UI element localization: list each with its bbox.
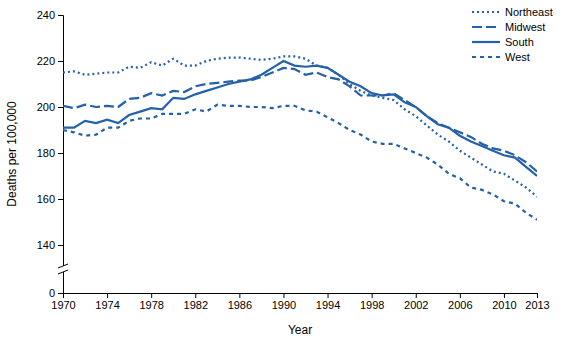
x-tick-label: 2010 <box>492 299 516 311</box>
x-tick-label: 1982 <box>184 299 208 311</box>
y-tick: 240 <box>37 9 63 21</box>
y-tick-label: 200 <box>37 101 55 113</box>
legend: Northeast Midwest South West <box>472 6 553 63</box>
x-axis: 1970 1974 1978 1982 1986 1990 1994 1998 2002 2006… <box>51 293 549 311</box>
x-tick: 2013 <box>525 293 549 311</box>
y-tick-mark <box>58 61 63 62</box>
x-tick-label: 1974 <box>95 299 119 311</box>
x-tick: 1986 <box>228 293 252 311</box>
plot-area <box>63 56 537 219</box>
y-tick: 160 <box>37 193 63 205</box>
legend-item: Northeast <box>472 6 553 18</box>
y-tick-mark <box>58 199 63 200</box>
x-tick-label: 1998 <box>360 299 384 311</box>
y-tick-label: 180 <box>37 147 55 159</box>
y-tick-label: 220 <box>37 55 55 67</box>
axis-break-gap <box>57 266 69 272</box>
y-axis: 0 140 160 180 200 220 240 <box>37 9 64 299</box>
legend-swatch <box>472 26 500 28</box>
series-line <box>63 56 537 196</box>
axis-break <box>57 264 69 274</box>
axis-break-line <box>58 270 68 274</box>
series-line <box>63 61 537 176</box>
x-tick-label: 1970 <box>51 299 75 311</box>
x-tick-label: 1990 <box>272 299 296 311</box>
y-tick-mark <box>58 153 63 154</box>
x-tick: 1978 <box>139 293 163 311</box>
y-axis-line <box>58 16 64 294</box>
y-tick-mark <box>58 15 63 16</box>
legend-label: West <box>505 51 530 63</box>
y-tick-mark <box>58 245 63 246</box>
x-tick-label: 1994 <box>316 299 340 311</box>
legend-label: Midwest <box>505 21 545 33</box>
axis-break-line <box>58 264 68 268</box>
x-tick: 1998 <box>360 293 384 311</box>
x-tick: 1990 <box>272 293 296 311</box>
x-tick: 1974 <box>95 293 119 311</box>
x-tick-label: 2002 <box>404 299 428 311</box>
x-tick: 2006 <box>448 293 472 311</box>
x-tick-mark <box>107 293 108 298</box>
y-tick-label: 0 <box>49 287 55 299</box>
series-line <box>63 105 537 220</box>
series-line <box>63 68 537 171</box>
x-tick-label: 1978 <box>139 299 163 311</box>
legend-swatch <box>472 41 500 43</box>
x-tick-mark <box>283 293 284 298</box>
y-tick-label: 140 <box>37 239 55 251</box>
x-tick: 1970 <box>51 293 75 311</box>
x-tick-mark <box>151 293 152 298</box>
y-tick: 200 <box>37 101 63 113</box>
y-tick-mark <box>58 293 63 294</box>
y-tick-label: 240 <box>37 9 55 21</box>
x-tick-mark <box>63 293 64 298</box>
y-tick-label: 160 <box>37 193 55 205</box>
legend-item: South <box>472 36 534 48</box>
x-tick: 1994 <box>316 293 340 311</box>
legend-item: West <box>472 51 530 63</box>
x-tick-label: 2006 <box>448 299 472 311</box>
x-tick-mark <box>328 293 329 298</box>
x-axis-title: Year <box>288 323 312 337</box>
y-tick: 220 <box>37 55 63 67</box>
x-tick-label: 1986 <box>228 299 252 311</box>
y-tick: 0 <box>49 287 63 299</box>
x-axis-line <box>64 294 538 299</box>
y-tick: 140 <box>37 239 63 251</box>
chart: 0140160180200220240197019741978198219861… <box>0 0 566 343</box>
x-tick: 2010 <box>492 293 516 311</box>
x-tick-mark <box>537 293 538 298</box>
x-tick-mark <box>372 293 373 298</box>
legend-label: South <box>505 36 534 48</box>
x-tick-mark <box>416 293 417 298</box>
legend-item: Midwest <box>472 21 545 33</box>
x-tick-label: 2013 <box>525 299 549 311</box>
x-tick: 1982 <box>184 293 208 311</box>
x-tick-mark <box>239 293 240 298</box>
y-tick-mark <box>58 107 63 108</box>
y-axis-title: Deaths per 100,000 <box>5 101 19 207</box>
legend-swatch <box>472 11 500 13</box>
x-tick-mark <box>195 293 196 298</box>
y-tick: 180 <box>37 147 63 159</box>
legend-label: Northeast <box>505 6 553 18</box>
x-tick-mark <box>504 293 505 298</box>
x-tick-mark <box>460 293 461 298</box>
legend-swatch <box>472 56 500 58</box>
x-tick: 2002 <box>404 293 428 311</box>
